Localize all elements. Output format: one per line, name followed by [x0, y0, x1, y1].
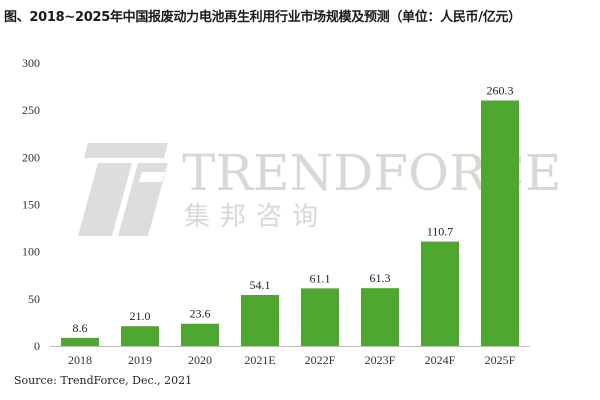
- x-tick-label: 2022F: [305, 353, 336, 367]
- bar: [61, 337, 99, 346]
- data-labels-group: 8.6 21.0 23.6 54.1 61.1 61.3 110.7 260.3: [73, 83, 514, 334]
- data-label: 8.6: [73, 321, 88, 335]
- y-axis: 0 50 100 150 200 250 300: [22, 56, 40, 353]
- source-note: Source: TrendForce, Dec., 2021: [14, 374, 193, 387]
- y-tick-label: 200: [22, 150, 40, 164]
- watermark-chinese: 集邦咨询: [184, 202, 328, 232]
- x-tick-label: 2020: [188, 353, 212, 367]
- bar: [301, 288, 339, 346]
- x-tick-label: 2019: [128, 353, 152, 367]
- x-axis: 2018 2019 2020 2021E 2022F 2023F 2024F 2025F: [68, 353, 516, 367]
- data-label: 260.3: [487, 83, 514, 97]
- y-tick-label: 150: [22, 198, 40, 212]
- data-label: 54.1: [250, 278, 271, 292]
- data-label: 110.7: [427, 225, 454, 239]
- data-label: 21.0: [130, 309, 151, 323]
- bar: [181, 323, 219, 346]
- x-tick-label: 2023F: [365, 353, 396, 367]
- x-tick-label: 2018: [68, 353, 92, 367]
- bar: [421, 241, 459, 346]
- y-tick-label: 50: [28, 292, 40, 306]
- bars-group: [61, 100, 519, 346]
- chart-title: 图、2018~2025年中国报废动力电池再生利用行业市场规模及预测（单位：人民币…: [4, 10, 521, 25]
- bar: [121, 326, 159, 346]
- x-tick-label: 2021E: [244, 353, 275, 367]
- bar: [241, 294, 279, 346]
- data-label: 61.1: [310, 271, 331, 285]
- data-label: 23.6: [190, 307, 211, 321]
- bar: [361, 288, 399, 346]
- bar: [481, 100, 519, 346]
- trendforce-logo-icon: [78, 143, 168, 236]
- y-tick-label: 0: [34, 339, 40, 353]
- y-tick-label: 100: [22, 245, 40, 259]
- y-tick-label: 300: [22, 56, 40, 70]
- x-tick-label: 2025F: [485, 353, 516, 367]
- x-tick-label: 2024F: [425, 353, 456, 367]
- y-tick-label: 250: [22, 103, 40, 117]
- data-label: 61.3: [370, 271, 391, 285]
